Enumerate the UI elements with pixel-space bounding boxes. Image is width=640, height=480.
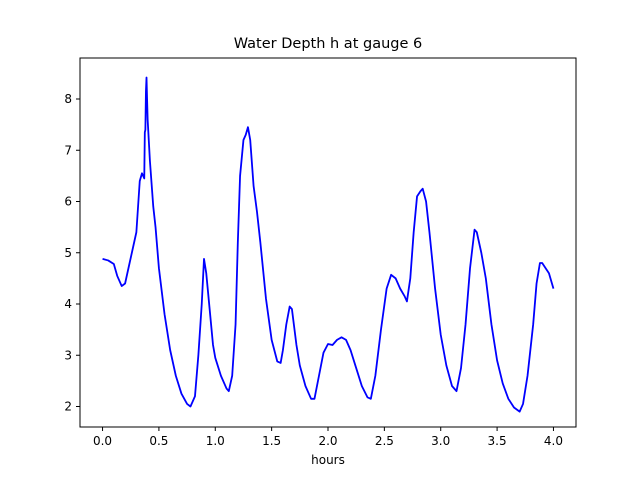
y-tick-label: 2 — [64, 400, 72, 414]
plot-area — [102, 76, 555, 413]
x-tick-label: 2.5 — [375, 434, 394, 448]
x-tick-label: 0.0 — [93, 434, 112, 448]
x-tick-label: 0.5 — [149, 434, 168, 448]
series-line-water-depth — [102, 76, 555, 413]
y-tick-label: 8 — [64, 92, 72, 106]
chart-title: Water Depth h at gauge 6 — [234, 36, 422, 52]
x-axis-title: hours — [311, 453, 345, 467]
x-tick-label: 1.0 — [206, 434, 225, 448]
y-tick-label: 4 — [64, 297, 72, 311]
x-tick-label: 3.5 — [488, 434, 507, 448]
axes-frame — [79, 57, 577, 428]
y-tick-label: 6 — [64, 195, 72, 209]
x-axis-ticks: 0.0 0.5 1.0 1.5 2.0 2.5 3.0 3.5 4.0 — [93, 427, 563, 448]
y-tick-label: 3 — [64, 348, 72, 362]
x-tick-label: 4.0 — [544, 434, 563, 448]
y-tick-label: 7 — [64, 143, 72, 157]
y-axis-ticks: 2 3 4 5 6 7 8 — [64, 92, 80, 414]
x-tick-label: 3.0 — [431, 434, 450, 448]
x-tick-label: 2.0 — [318, 434, 337, 448]
y-tick-label: 5 — [64, 246, 72, 260]
x-tick-label: 1.5 — [262, 434, 281, 448]
